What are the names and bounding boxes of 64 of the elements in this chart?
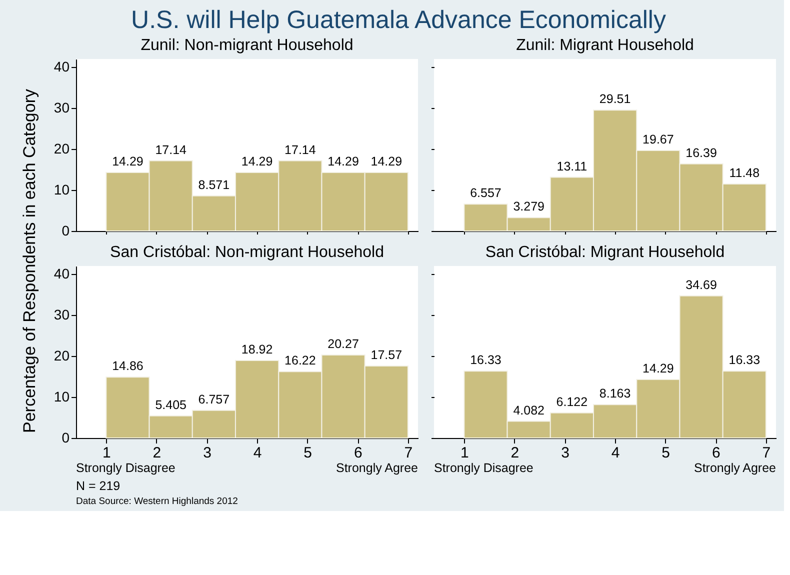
y-tick-label: 20 (54, 348, 70, 364)
x-tick-label: 6 (712, 444, 720, 462)
data-label: 4.082 (513, 403, 545, 418)
data-label: 19.67 (642, 132, 674, 146)
data-label: 3.279 (513, 200, 545, 214)
text: Strongly Disagree (434, 461, 534, 475)
y-tick-label: 30 (54, 306, 70, 323)
data-label: 14.29 (241, 154, 273, 168)
data-label: 16.22 (284, 354, 316, 368)
text: N = 219 (76, 479, 120, 493)
x-tick-label: 5 (304, 444, 312, 462)
data-label: 14.86 (112, 359, 144, 374)
x-tick-label: 2 (510, 444, 520, 462)
data-label: 6.557 (470, 186, 502, 200)
y-tick-label: 0 (62, 222, 70, 238)
data-label: 5.405 (155, 398, 187, 412)
data-label: 14.29 (328, 154, 359, 168)
data-label: 14.29 (370, 154, 402, 168)
data-label: 17.14 (155, 142, 187, 157)
data-label: 17.57 (370, 348, 402, 362)
x-tick-label: 4 (253, 444, 262, 462)
y-axis-title: Percentage of Respondents in each Category (20, 88, 39, 434)
data-label: 14.29 (642, 361, 674, 376)
chart-subtitle: San Cristóbal: Non-migrant Household (110, 244, 384, 261)
data-label: 20.27 (328, 336, 359, 351)
data-label: 16.39 (686, 146, 717, 160)
data-label: 13.11 (556, 159, 588, 174)
text: Strongly Agree (694, 461, 776, 475)
chart-subtitle: San Cristóbal: Migrant Household (485, 244, 725, 261)
x-tick-label: 7 (404, 444, 413, 462)
x-tick-label: 7 (762, 444, 771, 462)
chart-subtitle: Zunil: Non-migrant Household (140, 37, 354, 54)
y-tick-label: 40 (54, 266, 70, 282)
data-label: 16.33 (728, 353, 760, 368)
chart-subtitle: Zunil: Migrant Household (516, 37, 694, 54)
x-tick-label: 6 (354, 444, 362, 462)
x-tick-label: 1 (102, 444, 111, 462)
chart-title: U.S. will Help Guatemala Advance Economically (131, 6, 666, 34)
y-tick-label: 10 (54, 182, 70, 198)
data-label: 11.48 (729, 166, 760, 180)
source-note: Data Source: Western Highlands 2012 (76, 496, 238, 507)
y-tick-label: 40 (54, 58, 70, 75)
x-tick-label: 4 (611, 444, 620, 462)
data-label: 6.122 (556, 394, 588, 409)
y-tick-label: 30 (54, 100, 70, 116)
y-tick-label: 20 (54, 140, 70, 157)
data-label: 18.92 (241, 342, 273, 357)
data-label: 29.51 (599, 92, 631, 106)
data-label: 8.163 (599, 386, 631, 401)
y-tick-label: 0 (62, 430, 70, 446)
data-label: 14.29 (112, 154, 144, 168)
y-tick-label: 10 (54, 388, 70, 405)
x-tick-label: 3 (203, 444, 212, 462)
data-label: 17.14 (284, 142, 316, 157)
x-tick-label: 1 (460, 444, 469, 462)
x-tick-label: 5 (662, 444, 670, 462)
x-tick-label: 2 (152, 444, 162, 462)
data-label: 8.571 (198, 178, 230, 192)
text: Strongly Disagree (76, 461, 176, 475)
text: Strongly Agree (336, 461, 418, 475)
x-tick-label: 3 (561, 444, 570, 462)
data-label: 34.69 (686, 278, 717, 292)
data-label: 6.757 (198, 392, 230, 406)
data-label: 16.33 (470, 353, 502, 368)
